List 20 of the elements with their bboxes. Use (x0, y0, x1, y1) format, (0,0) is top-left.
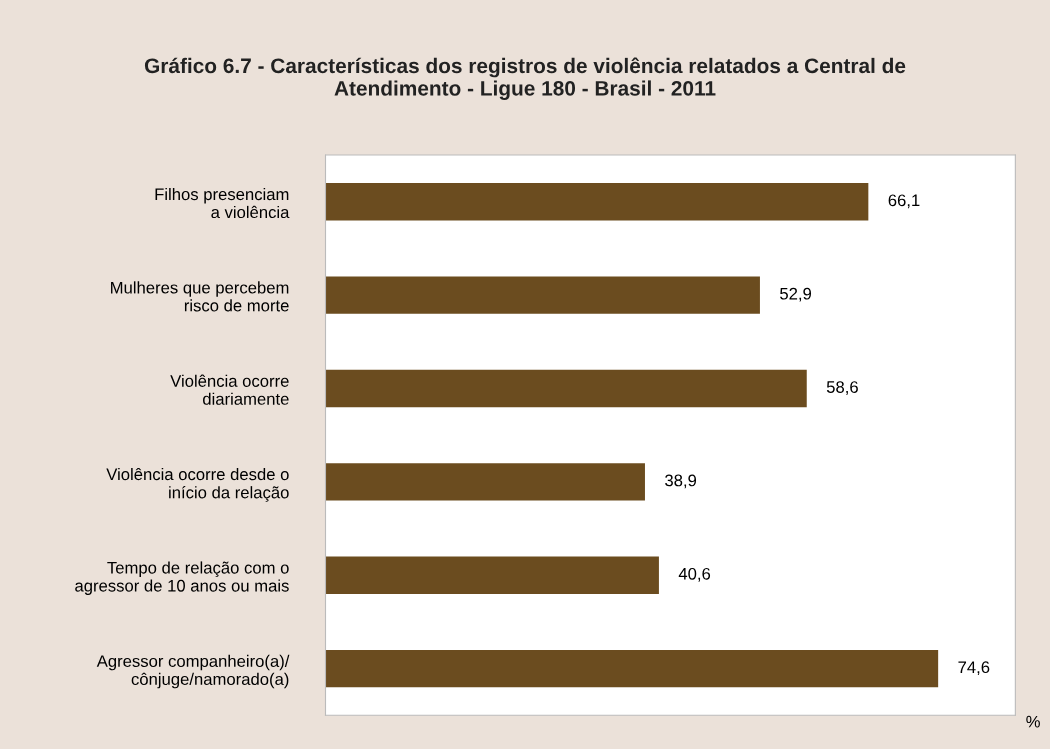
bar (325, 463, 645, 501)
bar (325, 556, 659, 594)
data-label: 52,9 (780, 287, 812, 302)
data-label: 74,6 (958, 661, 990, 676)
data-label: 66,1 (888, 194, 920, 209)
y-tick-label: Mulheres que percebem risco de morte (111, 281, 289, 312)
data-label: 58,6 (826, 381, 858, 395)
bar (325, 649, 939, 688)
data-label: 40,6 (678, 567, 711, 582)
y-tick-label: Violência ocorre diariamente (170, 374, 289, 405)
bar (325, 276, 760, 314)
y-tick-label: Tempo de relação com o agressor de 10 anos ou mais (75, 561, 289, 595)
y-tick-label: Filhos presenciam a violência (155, 187, 290, 219)
y-tick-label: Violência ocorre desde o início da relação (106, 467, 289, 502)
bar (325, 183, 869, 221)
bar (325, 369, 807, 408)
chart-title: Gráfico 6.7 - Características dos registros de violência relatados a Central de Atendimento - Ligue 180 - Brasil - 2011 (144, 57, 906, 100)
y-tick-label: Agressor companheiro(a)/ cônjuge/namorado(a) (96, 654, 290, 689)
data-label: 38,9 (665, 474, 697, 489)
x-axis-title: % (1026, 715, 1040, 728)
